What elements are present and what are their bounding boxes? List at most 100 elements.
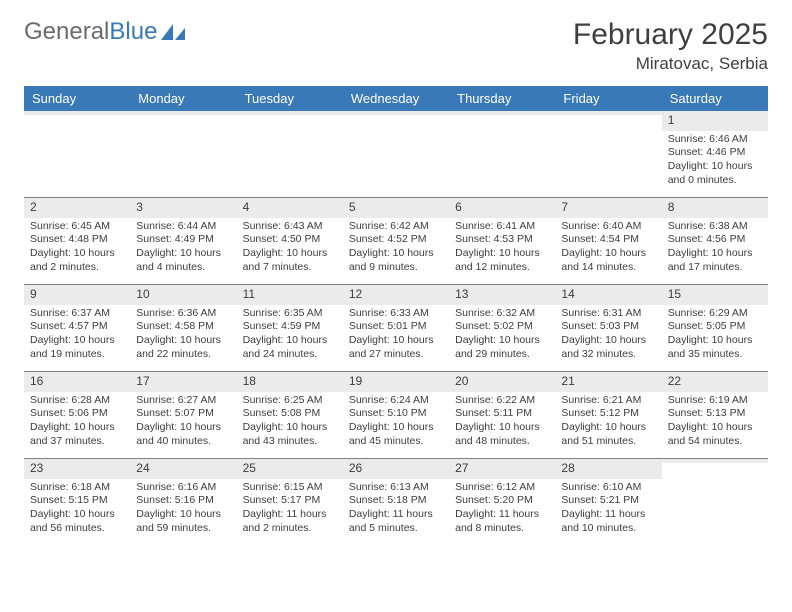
day-content: Sunrise: 6:43 AMSunset: 4:50 PMDaylight:… — [237, 218, 343, 279]
calendar-day: 22Sunrise: 6:19 AMSunset: 5:13 PMDayligh… — [662, 372, 768, 458]
sunset-text: Sunset: 5:01 PM — [349, 320, 443, 334]
day-content: Sunrise: 6:45 AMSunset: 4:48 PMDaylight:… — [24, 218, 130, 279]
day-number: 18 — [237, 372, 343, 392]
sunrise-text: Sunrise: 6:42 AM — [349, 220, 443, 234]
calendar-day — [449, 111, 555, 197]
day-number: 24 — [130, 459, 236, 479]
calendar-week: 23Sunrise: 6:18 AMSunset: 5:15 PMDayligh… — [24, 459, 768, 545]
calendar-day: 25Sunrise: 6:15 AMSunset: 5:17 PMDayligh… — [237, 459, 343, 545]
calendar-day — [555, 111, 661, 197]
day-number: 22 — [662, 372, 768, 392]
day-number: 21 — [555, 372, 661, 392]
daylight-text: Daylight: 11 hours and 10 minutes. — [561, 508, 655, 535]
calendar-day: 19Sunrise: 6:24 AMSunset: 5:10 PMDayligh… — [343, 372, 449, 458]
sunrise-text: Sunrise: 6:27 AM — [136, 394, 230, 408]
sunrise-text: Sunrise: 6:32 AM — [455, 307, 549, 321]
daylight-text: Daylight: 11 hours and 5 minutes. — [349, 508, 443, 535]
daylight-text: Daylight: 10 hours and 32 minutes. — [561, 334, 655, 361]
day-content: Sunrise: 6:38 AMSunset: 4:56 PMDaylight:… — [662, 218, 768, 279]
sunset-text: Sunset: 5:17 PM — [243, 494, 337, 508]
day-header: Wednesday — [343, 86, 449, 111]
sunrise-text: Sunrise: 6:24 AM — [349, 394, 443, 408]
calendar-day: 5Sunrise: 6:42 AMSunset: 4:52 PMDaylight… — [343, 198, 449, 284]
calendar-week: 9Sunrise: 6:37 AMSunset: 4:57 PMDaylight… — [24, 285, 768, 372]
day-content: Sunrise: 6:37 AMSunset: 4:57 PMDaylight:… — [24, 305, 130, 366]
day-content: Sunrise: 6:32 AMSunset: 5:02 PMDaylight:… — [449, 305, 555, 366]
day-number: 7 — [555, 198, 661, 218]
day-number: 9 — [24, 285, 130, 305]
day-content: Sunrise: 6:15 AMSunset: 5:17 PMDaylight:… — [237, 479, 343, 540]
daylight-text: Daylight: 10 hours and 24 minutes. — [243, 334, 337, 361]
sunset-text: Sunset: 4:50 PM — [243, 233, 337, 247]
sunset-text: Sunset: 4:56 PM — [668, 233, 762, 247]
calendar-day: 4Sunrise: 6:43 AMSunset: 4:50 PMDaylight… — [237, 198, 343, 284]
day-content: Sunrise: 6:35 AMSunset: 4:59 PMDaylight:… — [237, 305, 343, 366]
sunrise-text: Sunrise: 6:21 AM — [561, 394, 655, 408]
day-content: Sunrise: 6:16 AMSunset: 5:16 PMDaylight:… — [130, 479, 236, 540]
sunset-text: Sunset: 5:08 PM — [243, 407, 337, 421]
day-number: 20 — [449, 372, 555, 392]
sunset-text: Sunset: 5:15 PM — [30, 494, 124, 508]
day-content — [449, 115, 555, 121]
logo-sail-icon — [161, 22, 187, 42]
day-content — [343, 115, 449, 121]
day-number: 2 — [24, 198, 130, 218]
day-number: 11 — [237, 285, 343, 305]
day-content: Sunrise: 6:12 AMSunset: 5:20 PMDaylight:… — [449, 479, 555, 540]
calendar-day — [24, 111, 130, 197]
sunset-text: Sunset: 5:12 PM — [561, 407, 655, 421]
calendar-day: 20Sunrise: 6:22 AMSunset: 5:11 PMDayligh… — [449, 372, 555, 458]
sunrise-text: Sunrise: 6:25 AM — [243, 394, 337, 408]
day-content: Sunrise: 6:13 AMSunset: 5:18 PMDaylight:… — [343, 479, 449, 540]
calendar-day: 2Sunrise: 6:45 AMSunset: 4:48 PMDaylight… — [24, 198, 130, 284]
sunset-text: Sunset: 5:07 PM — [136, 407, 230, 421]
sunset-text: Sunset: 4:48 PM — [30, 233, 124, 247]
day-number: 16 — [24, 372, 130, 392]
sunset-text: Sunset: 5:06 PM — [30, 407, 124, 421]
day-content: Sunrise: 6:31 AMSunset: 5:03 PMDaylight:… — [555, 305, 661, 366]
sunset-text: Sunset: 5:20 PM — [455, 494, 549, 508]
logo-text-gray: General — [24, 18, 109, 46]
calendar-day: 10Sunrise: 6:36 AMSunset: 4:58 PMDayligh… — [130, 285, 236, 371]
calendar-day: 3Sunrise: 6:44 AMSunset: 4:49 PMDaylight… — [130, 198, 236, 284]
sunset-text: Sunset: 5:16 PM — [136, 494, 230, 508]
day-number: 25 — [237, 459, 343, 479]
sunrise-text: Sunrise: 6:31 AM — [561, 307, 655, 321]
sunset-text: Sunset: 5:02 PM — [455, 320, 549, 334]
daylight-text: Daylight: 10 hours and 27 minutes. — [349, 334, 443, 361]
day-number: 12 — [343, 285, 449, 305]
sunrise-text: Sunrise: 6:15 AM — [243, 481, 337, 495]
sunrise-text: Sunrise: 6:19 AM — [668, 394, 762, 408]
calendar-day: 14Sunrise: 6:31 AMSunset: 5:03 PMDayligh… — [555, 285, 661, 371]
day-content — [555, 115, 661, 121]
sunrise-text: Sunrise: 6:33 AM — [349, 307, 443, 321]
day-content: Sunrise: 6:24 AMSunset: 5:10 PMDaylight:… — [343, 392, 449, 453]
calendar-day: 11Sunrise: 6:35 AMSunset: 4:59 PMDayligh… — [237, 285, 343, 371]
calendar-day: 16Sunrise: 6:28 AMSunset: 5:06 PMDayligh… — [24, 372, 130, 458]
day-content: Sunrise: 6:28 AMSunset: 5:06 PMDaylight:… — [24, 392, 130, 453]
daylight-text: Daylight: 10 hours and 59 minutes. — [136, 508, 230, 535]
daylight-text: Daylight: 10 hours and 43 minutes. — [243, 421, 337, 448]
daylight-text: Daylight: 10 hours and 4 minutes. — [136, 247, 230, 274]
daylight-text: Daylight: 10 hours and 56 minutes. — [30, 508, 124, 535]
daylight-text: Daylight: 11 hours and 8 minutes. — [455, 508, 549, 535]
calendar-day — [130, 111, 236, 197]
day-content: Sunrise: 6:44 AMSunset: 4:49 PMDaylight:… — [130, 218, 236, 279]
sunrise-text: Sunrise: 6:35 AM — [243, 307, 337, 321]
sunset-text: Sunset: 5:03 PM — [561, 320, 655, 334]
sunset-text: Sunset: 5:18 PM — [349, 494, 443, 508]
calendar-day: 17Sunrise: 6:27 AMSunset: 5:07 PMDayligh… — [130, 372, 236, 458]
sunset-text: Sunset: 5:13 PM — [668, 407, 762, 421]
day-content — [662, 463, 768, 469]
daylight-text: Daylight: 10 hours and 0 minutes. — [668, 160, 762, 187]
sunrise-text: Sunrise: 6:29 AM — [668, 307, 762, 321]
daylight-text: Daylight: 10 hours and 22 minutes. — [136, 334, 230, 361]
day-content: Sunrise: 6:18 AMSunset: 5:15 PMDaylight:… — [24, 479, 130, 540]
sunset-text: Sunset: 4:52 PM — [349, 233, 443, 247]
calendar-day: 24Sunrise: 6:16 AMSunset: 5:16 PMDayligh… — [130, 459, 236, 545]
day-header: Thursday — [449, 86, 555, 111]
calendar-day: 21Sunrise: 6:21 AMSunset: 5:12 PMDayligh… — [555, 372, 661, 458]
sunset-text: Sunset: 4:54 PM — [561, 233, 655, 247]
calendar-day: 28Sunrise: 6:10 AMSunset: 5:21 PMDayligh… — [555, 459, 661, 545]
calendar-week: 1Sunrise: 6:46 AMSunset: 4:46 PMDaylight… — [24, 111, 768, 198]
